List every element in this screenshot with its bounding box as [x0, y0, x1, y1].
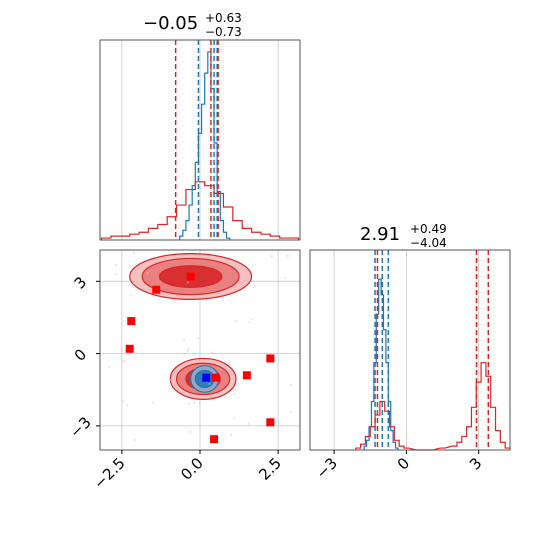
y-tick-label: −3 [66, 413, 94, 441]
sample-point [108, 366, 111, 369]
sample-point [250, 318, 253, 321]
x-tick-label: 0 [394, 454, 413, 473]
sample-point [146, 272, 149, 275]
x-tick-label: −2.5 [90, 454, 128, 492]
sample-point [197, 336, 200, 339]
sample-point [248, 320, 251, 323]
title-param1-value: −0.05 [143, 13, 198, 34]
title-param2: 2.91 +0.49 −4.04 [360, 222, 447, 250]
histogram-series-0 [363, 278, 399, 450]
sample-point [133, 251, 136, 254]
title-param1: −0.05 +0.63 −0.73 [143, 11, 242, 39]
histogram-panel-param2: −3 0 3 [309, 249, 511, 482]
panel-frame [309, 249, 511, 451]
histogram-series-0 [179, 51, 231, 240]
marker-red-square [127, 317, 136, 326]
histogram-series-1 [355, 362, 511, 451]
sample-point [114, 273, 117, 276]
sample-point [270, 255, 273, 258]
sample-point [284, 276, 287, 279]
sample-point [208, 382, 211, 385]
sample-point [211, 351, 214, 354]
sample-point [216, 366, 219, 369]
sample-point [290, 384, 293, 387]
sample-point [233, 392, 236, 395]
sample-point [286, 255, 289, 258]
sample-point [235, 319, 238, 322]
x-tick-label: −3 [313, 454, 341, 482]
marker-red-square [266, 354, 275, 363]
sample-point [189, 430, 192, 433]
title-param2-plus: +0.49 [410, 222, 447, 236]
sample-point [134, 438, 137, 441]
sample-point [230, 433, 233, 436]
sample-point [219, 368, 222, 371]
sample-point [153, 295, 156, 298]
sample-point [186, 281, 189, 284]
marker-red-square [266, 418, 275, 427]
x-tick-label: 3 [466, 454, 485, 473]
sample-point [186, 349, 189, 352]
sample-point [129, 294, 132, 297]
histogram-panel-param1 [99, 39, 301, 241]
sample-point [247, 422, 250, 425]
sample-point [187, 347, 190, 350]
sample-point [114, 263, 117, 266]
sample-point [233, 417, 236, 420]
marker-red-square [152, 285, 161, 294]
sample-point [198, 401, 201, 404]
sample-point [122, 400, 125, 403]
marker-red-square [211, 373, 220, 382]
sample-point [169, 378, 172, 381]
marker-blue-square [202, 373, 211, 382]
marker-red-square [186, 272, 195, 281]
sample-point [188, 402, 191, 405]
scatter-panel-joint: −2.5 0.0 2.5 −3 0 3 [66, 249, 301, 493]
title-param1-plus: +0.63 [205, 11, 242, 25]
title-param2-value: 2.91 [360, 224, 400, 245]
y-tick-label: 0 [71, 345, 90, 364]
sample-point [151, 401, 154, 404]
marker-red-square [125, 344, 134, 353]
panel-frame [99, 39, 301, 241]
sample-point [290, 411, 293, 414]
x-tick-label: 0.0 [177, 454, 207, 484]
sample-point [123, 360, 126, 363]
marker-red-square [242, 371, 251, 380]
sample-point [193, 401, 196, 404]
sample-point [189, 361, 192, 364]
marker-red-square [210, 435, 219, 444]
title-param2-minus: −4.04 [410, 236, 447, 250]
histogram-series-1 [100, 181, 300, 240]
sample-point [126, 404, 129, 407]
y-tick-label: 3 [71, 273, 90, 292]
title-param1-minus: −0.73 [205, 25, 242, 39]
sample-point [182, 338, 185, 341]
x-tick-label: 2.5 [255, 454, 285, 484]
